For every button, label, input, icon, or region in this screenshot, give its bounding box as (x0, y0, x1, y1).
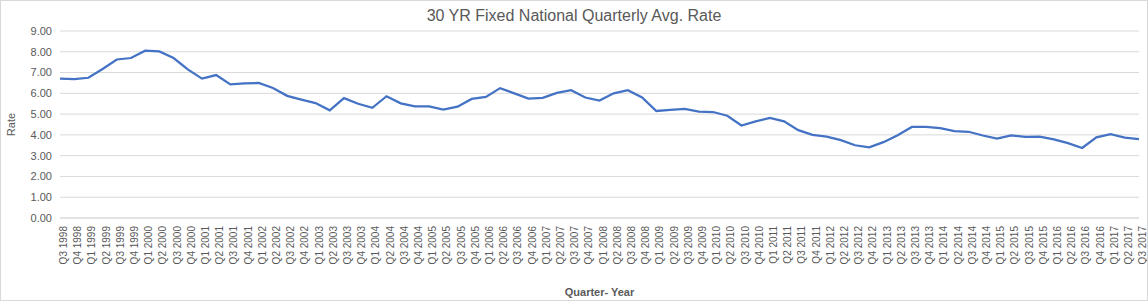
svg-text:Q1 2017: Q1 2017 (1109, 226, 1120, 265)
svg-text:Q4 2010: Q4 2010 (754, 226, 765, 265)
svg-text:Q4 1999: Q4 1999 (129, 226, 140, 265)
svg-text:Q2 2010: Q2 2010 (725, 226, 736, 265)
svg-text:Q3 2010: Q3 2010 (740, 226, 751, 265)
svg-text:Q4 2006: Q4 2006 (527, 226, 538, 265)
svg-text:Q1 2010: Q1 2010 (711, 226, 722, 265)
svg-text:Q1 2016: Q1 2016 (1052, 226, 1063, 265)
svg-text:9.00: 9.00 (31, 25, 52, 37)
svg-text:Q3 2000: Q3 2000 (172, 226, 183, 265)
svg-text:Rate: Rate (8, 113, 17, 136)
svg-text:Q1 2006: Q1 2006 (484, 226, 495, 265)
svg-text:Q4 2007: Q4 2007 (583, 226, 594, 265)
svg-text:6.00: 6.00 (31, 87, 52, 99)
svg-text:Q3 2017: Q3 2017 (1137, 226, 1140, 265)
svg-text:Q3 2004: Q3 2004 (399, 226, 410, 265)
svg-text:Q4 2004: Q4 2004 (413, 226, 424, 265)
svg-text:Q4 2016: Q4 2016 (1095, 226, 1106, 265)
svg-text:Q1 2015: Q1 2015 (995, 226, 1006, 265)
svg-text:Q1 2000: Q1 2000 (143, 226, 154, 265)
svg-text:Q3 2007: Q3 2007 (569, 226, 580, 265)
svg-text:Q1 2011: Q1 2011 (768, 226, 779, 264)
svg-text:Q3 2015: Q3 2015 (1024, 226, 1035, 265)
svg-text:Q3 2014: Q3 2014 (967, 226, 978, 265)
svg-text:Q1 2001: Q1 2001 (200, 226, 211, 265)
svg-text:Q1 2002: Q1 2002 (257, 226, 268, 265)
svg-text:Q2 2008: Q2 2008 (612, 226, 623, 265)
svg-text:Q1 2014: Q1 2014 (938, 226, 949, 265)
svg-text:Q1 2004: Q1 2004 (370, 226, 381, 265)
svg-text:Q4 2000: Q4 2000 (186, 226, 197, 265)
svg-text:8.00: 8.00 (31, 46, 52, 58)
svg-text:Q4 2008: Q4 2008 (640, 226, 651, 265)
svg-text:Q4 2009: Q4 2009 (697, 226, 708, 265)
svg-text:Q1 2005: Q1 2005 (427, 226, 438, 265)
svg-text:Q3 2001: Q3 2001 (228, 226, 239, 265)
svg-text:Q2 2016: Q2 2016 (1066, 226, 1077, 265)
svg-text:Q2 2012: Q2 2012 (839, 226, 850, 265)
svg-text:Q2 2004: Q2 2004 (385, 226, 396, 265)
svg-text:2.00: 2.00 (31, 170, 52, 182)
svg-text:Q3 2008: Q3 2008 (626, 226, 637, 265)
svg-text:3.00: 3.00 (31, 150, 52, 162)
svg-text:Q2 2009: Q2 2009 (669, 226, 680, 265)
svg-text:Q3 2013: Q3 2013 (910, 226, 921, 265)
svg-text:Q2 2003: Q2 2003 (328, 226, 339, 265)
svg-text:Q2 2006: Q2 2006 (498, 226, 509, 265)
svg-text:Q2 2005: Q2 2005 (441, 226, 452, 265)
svg-text:Quarter- Year: Quarter- Year (565, 286, 635, 298)
svg-text:Q3 2006: Q3 2006 (512, 226, 523, 265)
svg-text:Q3 2002: Q3 2002 (285, 226, 296, 265)
svg-text:Q3 2009: Q3 2009 (683, 226, 694, 265)
svg-text:Q3 1999: Q3 1999 (115, 226, 126, 265)
svg-text:Q4 2005: Q4 2005 (470, 226, 481, 265)
svg-text:Q3 2011: Q3 2011 (796, 226, 807, 264)
svg-text:Q4 2001: Q4 2001 (243, 226, 254, 265)
svg-text:Q4 2011: Q4 2011 (811, 226, 822, 264)
svg-text:Q3 1998: Q3 1998 (58, 226, 69, 265)
svg-text:Q4 2002: Q4 2002 (299, 226, 310, 265)
svg-text:Q1 2007: Q1 2007 (541, 226, 552, 265)
svg-text:Q1 2009: Q1 2009 (654, 226, 665, 265)
svg-text:Q4 2012: Q4 2012 (867, 226, 878, 265)
svg-text:Q1 1999: Q1 1999 (86, 226, 97, 265)
svg-text:Q4 2015: Q4 2015 (1038, 226, 1049, 265)
svg-text:0.00: 0.00 (31, 212, 52, 224)
svg-text:7.00: 7.00 (31, 66, 52, 78)
svg-text:Q2 2013: Q2 2013 (896, 226, 907, 265)
svg-text:Q2 2002: Q2 2002 (271, 226, 282, 265)
svg-text:Q1 2003: Q1 2003 (314, 226, 325, 265)
svg-text:Q2 1999: Q2 1999 (101, 226, 112, 265)
svg-text:4.00: 4.00 (31, 129, 52, 141)
svg-text:Q2 2017: Q2 2017 (1123, 226, 1134, 265)
svg-text:Q2 2015: Q2 2015 (1009, 226, 1020, 265)
svg-text:Q1 2013: Q1 2013 (882, 226, 893, 265)
svg-text:Q4 2003: Q4 2003 (356, 226, 367, 265)
svg-text:Q4 2014: Q4 2014 (981, 226, 992, 265)
svg-text:Q2 2014: Q2 2014 (953, 226, 964, 265)
svg-text:1.00: 1.00 (31, 191, 52, 203)
svg-text:5.00: 5.00 (31, 108, 52, 120)
svg-text:Q1 2012: Q1 2012 (825, 226, 836, 265)
svg-text:Q3 2016: Q3 2016 (1080, 226, 1091, 265)
svg-text:Q3 2012: Q3 2012 (853, 226, 864, 265)
svg-text:Q2 2007: Q2 2007 (555, 226, 566, 265)
html-text:30 YR Fixed National Quarterly: 30 YR Fixed National Quarterly Avg. Rate (426, 7, 722, 24)
svg-text:Q3 2003: Q3 2003 (342, 226, 353, 265)
svg-text:Q3 2005: Q3 2005 (456, 226, 467, 265)
svg-text:Q1 2008: Q1 2008 (598, 226, 609, 265)
svg-text:Q4 2013: Q4 2013 (924, 226, 935, 265)
svg-text:Q2 2001: Q2 2001 (214, 226, 225, 265)
svg-text:Q2 2000: Q2 2000 (157, 226, 168, 265)
svg-text:Q2 2011: Q2 2011 (782, 226, 793, 264)
svg-text:Q4 1998: Q4 1998 (72, 226, 83, 265)
